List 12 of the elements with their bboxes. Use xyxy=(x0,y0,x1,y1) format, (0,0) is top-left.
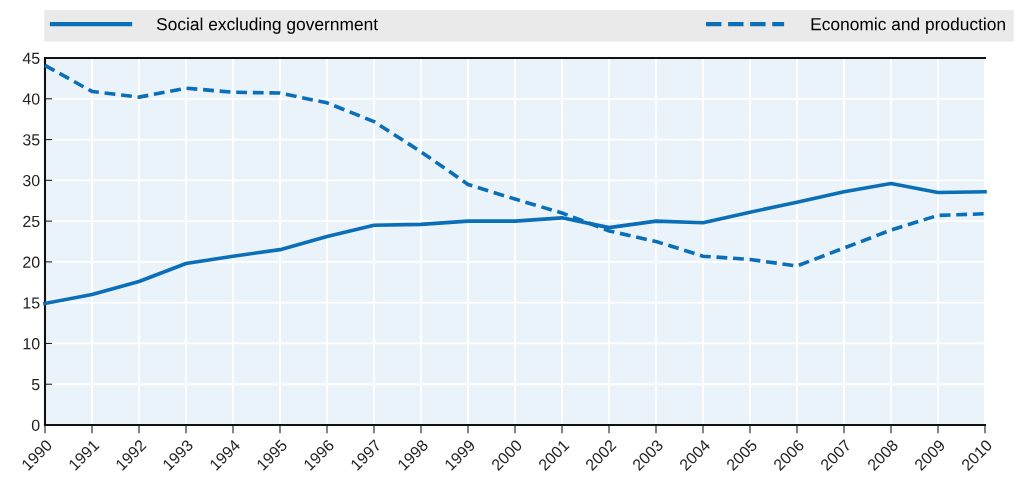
y-tick-label: 25 xyxy=(23,215,40,228)
y-tick-label: 30 xyxy=(22,174,40,187)
y-tick-label: 10 xyxy=(23,338,40,350)
y-tick-label: 5 xyxy=(31,379,40,391)
y-tick-label: 40 xyxy=(22,93,40,105)
legend-label: Social excluding government xyxy=(156,17,378,34)
y-tick-label: 0 xyxy=(31,419,40,431)
legend-label: Economic and production xyxy=(811,17,1005,34)
y-tick-label: 45 xyxy=(22,52,40,64)
y-tick-label: 15 xyxy=(23,297,40,309)
y-tick-label: 20 xyxy=(23,256,40,268)
y-tick-label: 35 xyxy=(22,134,40,146)
